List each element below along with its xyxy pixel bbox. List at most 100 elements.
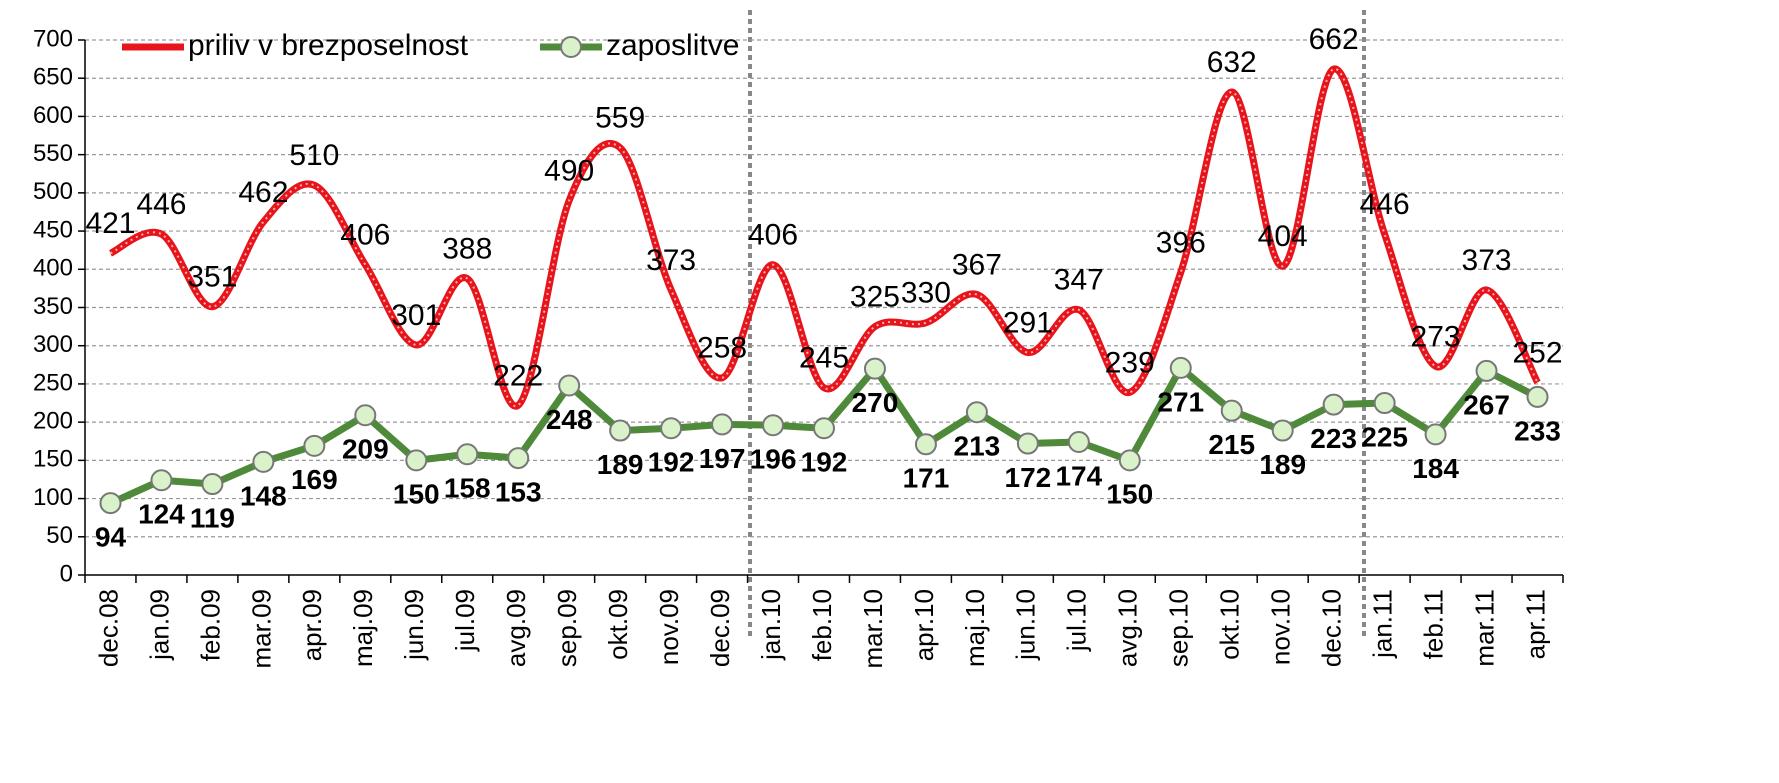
data-label: 119	[190, 502, 235, 533]
marker	[303, 434, 326, 457]
marker	[1118, 449, 1141, 472]
x-tick-label: jan.10	[756, 589, 786, 661]
data-label: 223	[1310, 423, 1357, 454]
data-label: 192	[801, 447, 848, 478]
data-label: 273	[1411, 320, 1461, 353]
y-tick-label: 700	[33, 25, 73, 52]
y-tick-label: 600	[33, 102, 73, 129]
marker	[1475, 359, 1498, 382]
x-tick-label: jul.10	[1062, 589, 1092, 652]
data-label: 330	[901, 277, 951, 310]
data-label: 421	[85, 207, 135, 240]
data-label: 252	[1512, 336, 1562, 369]
legend-marker	[560, 36, 582, 58]
marker	[1373, 392, 1396, 415]
x-tick-label: apr.09	[297, 589, 327, 661]
x-tick-label: dec.09	[705, 589, 735, 667]
y-tick-label: 300	[33, 331, 73, 358]
data-label: 388	[442, 232, 492, 265]
y-tick-label: 550	[33, 140, 73, 167]
x-tick-label: dec.10	[1317, 589, 1347, 667]
marker	[609, 419, 632, 442]
marker	[1067, 431, 1090, 454]
marker	[405, 449, 428, 472]
y-tick-label: 400	[33, 255, 73, 282]
marker	[99, 492, 122, 515]
x-tick-label: apr.11	[1520, 589, 1550, 659]
marker	[762, 414, 785, 437]
data-label: 373	[646, 244, 696, 277]
y-tick-label: 200	[33, 407, 73, 434]
x-tick-label: jan.09	[144, 589, 174, 661]
x-tick-label: okt.10	[1215, 589, 1245, 660]
y-tick-label: 50	[46, 522, 73, 549]
marker	[863, 357, 886, 380]
series-line-texture	[110, 68, 1539, 408]
legend-label: priliv v brezposelnost	[188, 29, 469, 62]
data-label: 171	[903, 463, 950, 494]
marker	[1169, 356, 1192, 379]
data-label: 148	[240, 480, 287, 511]
x-tick-label: sep.09	[552, 589, 582, 667]
data-label: 184	[1412, 453, 1459, 484]
x-tick-label: feb.10	[807, 589, 837, 661]
x-tick-label: jul.09	[450, 589, 480, 652]
data-label: 150	[1106, 479, 1153, 510]
data-label: 209	[342, 434, 389, 465]
marker	[711, 413, 734, 436]
marker	[354, 404, 377, 427]
legend-label: zaposlitve	[606, 29, 739, 62]
marker	[1271, 419, 1294, 442]
data-label: 150	[393, 479, 440, 510]
marker	[813, 417, 835, 440]
x-tick-label: avg.09	[501, 589, 531, 667]
x-tick-label: sep.10	[1164, 589, 1194, 667]
y-tick-label: 100	[33, 484, 73, 511]
x-tick-label: mar.11	[1469, 589, 1499, 667]
data-label: 490	[544, 154, 594, 187]
marker	[660, 417, 683, 440]
y-tick-label: 500	[33, 178, 73, 205]
y-tick-label: 0	[60, 560, 73, 587]
data-label: 189	[597, 449, 644, 480]
data-label: 559	[595, 102, 645, 135]
marker	[1016, 432, 1039, 455]
x-tick-label: nov.09	[654, 589, 684, 665]
x-tick-label: jun.09	[399, 589, 429, 661]
data-label: 233	[1514, 415, 1561, 446]
x-tick-label: feb.09	[195, 589, 225, 661]
x-tick-label: avg.10	[1113, 589, 1143, 667]
data-label: 158	[444, 473, 491, 504]
data-label: 406	[340, 219, 390, 252]
y-tick-label: 450	[33, 216, 73, 243]
marker	[456, 443, 479, 466]
x-tick-label: jun.10	[1011, 589, 1041, 661]
y-tick-label: 250	[33, 369, 73, 396]
x-tick-label: mar.10	[858, 589, 888, 669]
data-label: 396	[1156, 226, 1206, 259]
data-label: 291	[1003, 307, 1053, 340]
marker	[201, 473, 224, 496]
data-label: 172	[1005, 462, 1052, 493]
x-tick-label: okt.09	[603, 589, 633, 660]
data-label: 245	[799, 342, 849, 375]
data-label: 196	[750, 444, 797, 475]
x-tick-label: mar.09	[246, 589, 276, 669]
x-tick-label: nov.10	[1266, 589, 1296, 665]
data-label: 351	[187, 261, 237, 294]
data-label: 404	[1258, 220, 1308, 253]
marker	[1322, 393, 1345, 416]
data-label: 213	[954, 431, 1001, 462]
x-tick-label: dec.08	[93, 589, 123, 667]
data-label: 94	[95, 522, 127, 553]
x-tick-label: apr.10	[909, 589, 939, 661]
data-label: 271	[1157, 386, 1204, 417]
data-label: 197	[699, 443, 746, 474]
x-tick-label: jan.11	[1367, 589, 1397, 659]
data-label: 270	[852, 387, 899, 418]
marker	[507, 447, 530, 470]
data-label: 373	[1462, 244, 1512, 277]
data-label: 446	[136, 188, 186, 221]
